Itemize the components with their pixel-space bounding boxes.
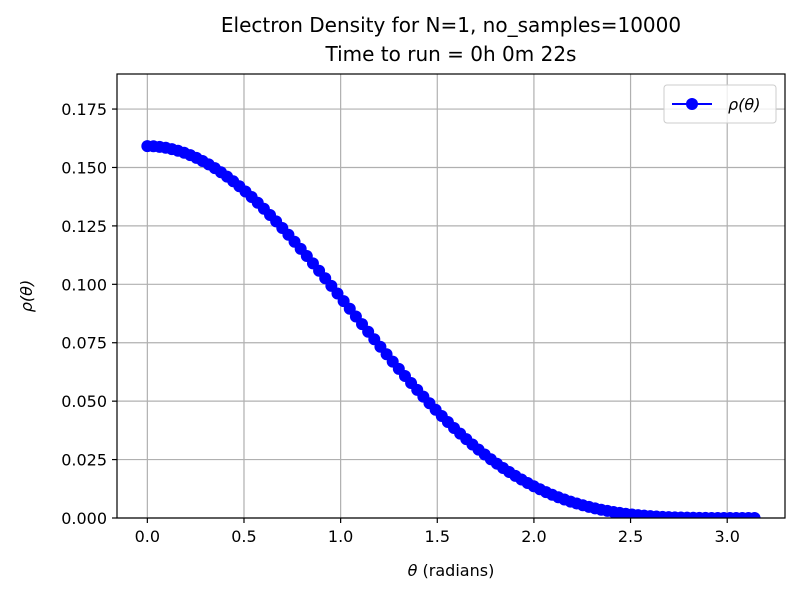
x-tick-label: 1.5	[425, 527, 450, 546]
y-tick-label: 0.175	[61, 100, 107, 119]
x-tick-label: 1.0	[328, 527, 353, 546]
y-tick-label: 0.100	[61, 275, 107, 294]
plot-frame	[116, 73, 786, 519]
legend: ρ(θ)	[663, 84, 777, 124]
legend-marker-swatch	[686, 98, 698, 110]
y-tick-label: 0.150	[61, 158, 107, 177]
x-tick-label: 0.0	[135, 527, 160, 546]
x-tick-label: 3.0	[714, 527, 739, 546]
chart-title-line-1: Electron Density for N=1, no_samples=100…	[221, 13, 681, 37]
data-series	[141, 140, 761, 518]
chart-title-line-2: Time to run = 0h 0m 22s	[325, 42, 577, 66]
x-axis-label: θ (radians)	[408, 561, 495, 580]
axis-ticks: 0.0 0.5 1.0 1.5 2.0 2.5 3.0 0.000 0.025 0.050 0.07…	[61, 100, 740, 546]
y-tick-label: 0.075	[61, 334, 107, 353]
x-tick-label: 2.5	[618, 527, 643, 546]
y-axis-label: ρ(θ)	[17, 280, 36, 312]
x-tick-label: 2.0	[521, 527, 546, 546]
legend-frame	[663, 84, 777, 124]
x-tick-label: 0.5	[231, 527, 256, 546]
y-tick-label: 0.125	[61, 217, 107, 236]
y-tick-label: 0.025	[61, 451, 107, 470]
legend-label: ρ(θ)	[728, 95, 760, 114]
y-tick-label: 0.050	[61, 392, 107, 411]
y-tick-label: 0.000	[61, 509, 107, 528]
data-point-marker	[748, 512, 761, 518]
